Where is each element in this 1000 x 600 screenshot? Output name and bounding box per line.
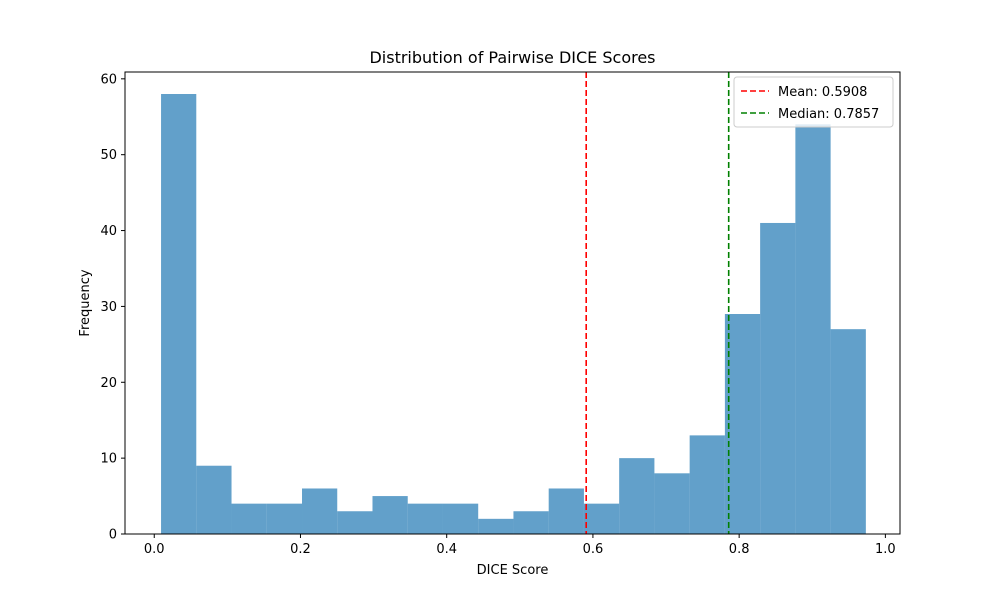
x-tick-label: 0.2 (290, 542, 311, 557)
histogram-bar (583, 503, 620, 534)
legend: Mean: 0.5908 Median: 0.7857 (733, 76, 894, 128)
x-tick-label: 1.0 (875, 542, 896, 557)
y-axis-ticks: 0 10 20 30 40 50 60 (100, 72, 125, 543)
chart-title: Distribution of Pairwise DICE Scores (369, 48, 655, 67)
histogram-bar (372, 496, 408, 534)
histogram-bar (760, 222, 796, 534)
x-axis-label: DICE Score (477, 563, 549, 578)
histogram-bar (196, 465, 232, 534)
histogram-bar (724, 314, 761, 534)
x-tick-label: 0.6 (583, 542, 604, 557)
histogram-bar (619, 458, 655, 534)
histogram-bar (795, 124, 831, 535)
histogram-bar (654, 473, 690, 534)
histogram-bar (689, 435, 725, 534)
histogram-bar (478, 518, 514, 534)
histogram-bar (302, 488, 338, 534)
y-tick-label: 30 (100, 300, 117, 315)
y-tick-label: 0 (109, 528, 117, 543)
legend-entry: Median: 0.7857 (778, 107, 879, 122)
y-tick-label: 40 (100, 224, 117, 239)
y-tick-label: 20 (100, 376, 117, 391)
reference-lines (585, 72, 730, 534)
histogram-bar (442, 503, 479, 534)
x-axis-ticks: 0.0 0.2 0.4 0.6 0.8 1.0 (144, 534, 896, 557)
histogram-bar (830, 329, 866, 534)
histogram-bar (513, 511, 549, 534)
histogram-bars (161, 94, 866, 535)
plot-frame (124, 71, 901, 535)
histogram-bar (266, 503, 303, 534)
histogram-bar (161, 94, 197, 534)
x-tick-label: 0.4 (436, 542, 457, 557)
legend-box (733, 76, 894, 128)
histogram-bar (407, 503, 443, 534)
histogram-bar (231, 503, 267, 534)
y-tick-label: 10 (100, 452, 117, 467)
y-axis-label: Frequency (78, 269, 93, 336)
histogram-bar (548, 488, 584, 534)
legend-entry: Mean: 0.5908 (778, 85, 867, 100)
x-tick-label: 0.8 (729, 542, 750, 557)
y-tick-label: 60 (100, 72, 117, 87)
y-tick-label: 50 (100, 148, 117, 163)
histogram-bar (337, 511, 373, 534)
x-tick-label: 0.0 (144, 542, 165, 557)
